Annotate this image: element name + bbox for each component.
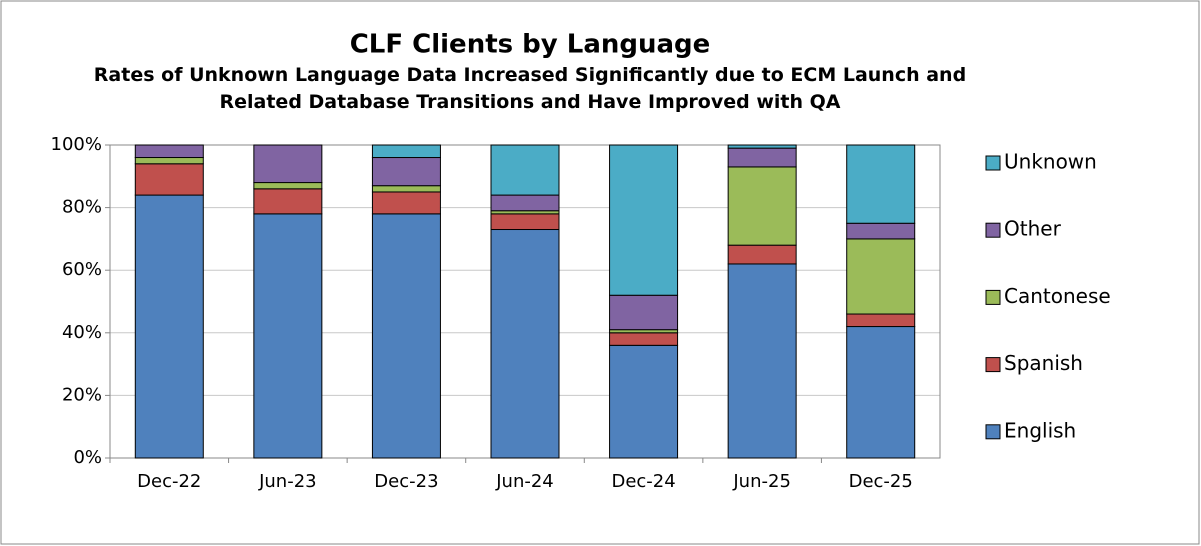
bar-segment	[253, 213, 323, 459]
bar-segment	[727, 166, 797, 246]
legend-swatch	[985, 424, 1001, 440]
x-tick-label: Dec-22	[137, 471, 201, 492]
bar-segment	[490, 229, 560, 459]
subtitle-box: Rates of Unknown Language Data Increased…	[93, 64, 967, 113]
y-tick-label: 100%	[51, 134, 102, 155]
bar-segment	[609, 332, 679, 346]
bar-segment	[134, 144, 204, 159]
legend-label: Cantonese	[1004, 284, 1111, 308]
bar-segment	[846, 144, 916, 224]
bar-segment	[490, 144, 560, 196]
bar-segment	[846, 238, 916, 315]
legend-label: Spanish	[1004, 351, 1083, 375]
bar-segment	[371, 213, 441, 459]
bar-segment	[371, 144, 441, 159]
bar-segment	[846, 326, 916, 459]
bar-segment	[371, 185, 441, 193]
y-tick-label: 60%	[62, 259, 102, 280]
bar-segment	[727, 147, 797, 168]
legend-label: English	[1004, 418, 1076, 442]
bar-segment	[609, 344, 679, 459]
bar-segment	[134, 163, 204, 196]
chart-title: CLF Clients by Language	[350, 30, 711, 60]
legend-label: Unknown	[1004, 150, 1097, 174]
bar-segment	[371, 157, 441, 187]
x-tick-label: Dec-24	[611, 471, 675, 492]
bar-segment	[253, 182, 323, 190]
bar-segment	[134, 194, 204, 459]
bar-segment	[846, 222, 916, 240]
legend-label: Other	[1004, 217, 1062, 241]
legend-swatch	[985, 222, 1001, 238]
x-tick-label: Dec-25	[849, 471, 913, 492]
x-tick-label: Jun-24	[495, 471, 554, 492]
legend-swatch	[985, 155, 1001, 171]
bar-segment	[727, 244, 797, 265]
y-tick-label: 20%	[62, 384, 102, 405]
bar-segment	[727, 144, 797, 149]
x-tick-label: Jun-25	[732, 471, 791, 492]
bar-segment	[253, 144, 323, 184]
legend-swatch	[985, 289, 1001, 305]
bar-segment	[846, 313, 916, 328]
bar-segment	[253, 188, 323, 215]
y-tick-label: 0%	[73, 447, 102, 468]
bar-segment	[609, 144, 679, 296]
bar-segment	[371, 191, 441, 215]
legend-swatch	[985, 357, 1001, 373]
bar-segment	[490, 194, 560, 212]
x-tick-label: Dec-23	[374, 471, 438, 492]
bar-segment	[490, 213, 560, 231]
bar-segment	[727, 263, 797, 459]
x-tick-label: Jun-23	[258, 471, 317, 492]
y-tick-label: 40%	[62, 322, 102, 343]
bar-segment	[134, 157, 204, 165]
y-tick-label: 80%	[62, 197, 102, 218]
bar-segment	[609, 294, 679, 331]
chart-subtitle: Rates of Unknown Language Data Increased…	[93, 64, 967, 113]
